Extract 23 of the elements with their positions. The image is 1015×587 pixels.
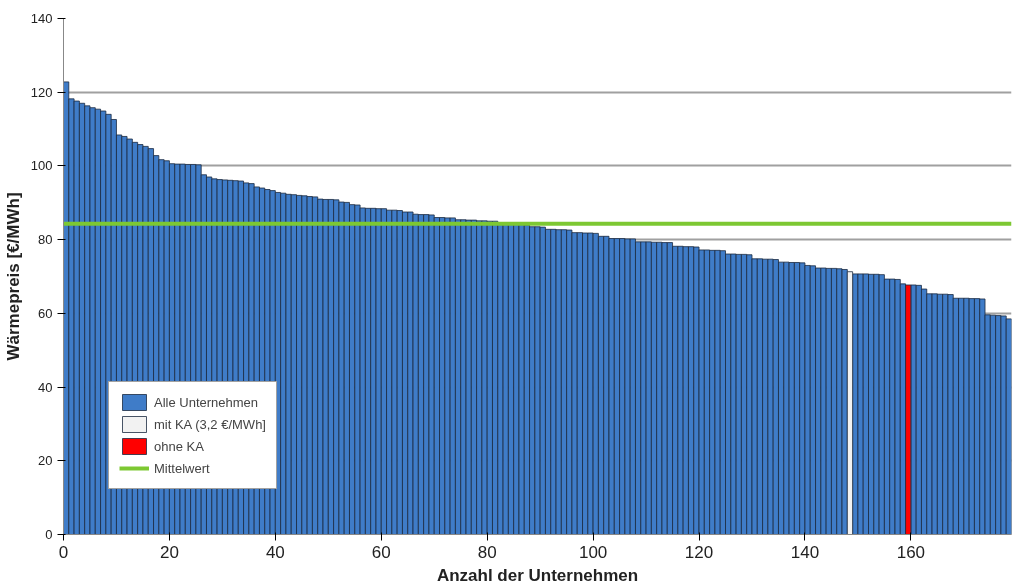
y-tick-label: 140 [30, 11, 53, 26]
x-tick-label: 40 [265, 542, 285, 562]
x-tick-label: 60 [371, 542, 391, 562]
x-tick-label: 160 [896, 542, 926, 562]
x-tick-label: 120 [684, 542, 714, 562]
y-tick-label: 0 [45, 527, 53, 542]
y-tick-label: 20 [38, 453, 53, 469]
legend-label: Alle Unternehmen [154, 394, 259, 410]
y-tick-label: 80 [38, 232, 53, 248]
y-tick-label: 120 [30, 84, 53, 100]
x-tick-label: 20 [159, 542, 179, 562]
legend-label: mit KA (3,2 €/MWh] [154, 416, 266, 432]
x-tick-label: 80 [477, 542, 497, 562]
legend-label: Mittelwert [154, 460, 210, 476]
x-tick-label: 140 [790, 542, 820, 562]
y-axis-title: Wärmepreis [€/MWh] [3, 192, 23, 361]
x-axis-title: Anzahl der Unternehmen [436, 565, 639, 585]
x-tick-label: 100 [578, 542, 608, 562]
legend-label: ohne KA [154, 438, 204, 454]
y-tick-label: 40 [38, 379, 53, 395]
x-tick-label: 0 [58, 542, 69, 562]
y-tick-label: 60 [38, 305, 53, 321]
y-tick-label: 100 [30, 158, 53, 174]
